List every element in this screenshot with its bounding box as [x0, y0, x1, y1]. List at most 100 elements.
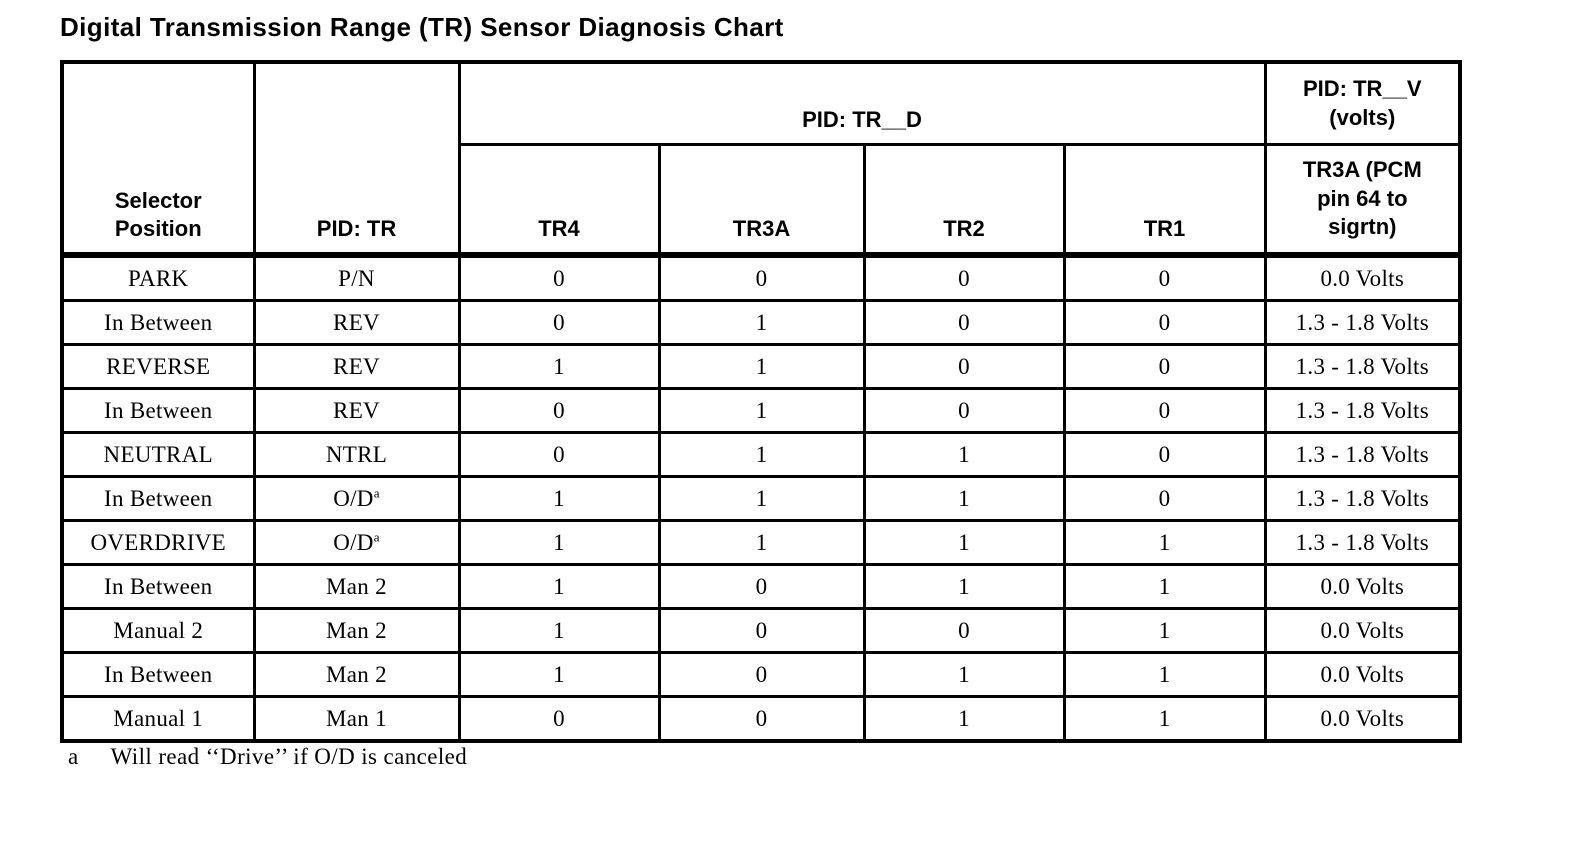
- cell-tr2: 1: [862, 563, 1066, 610]
- cell-tr4: 0: [457, 431, 661, 478]
- footnote-reference: a: [373, 484, 380, 500]
- col-header-tr3a-pcm-label: TR3A (PCM pin 64 to sigrtn): [1302, 157, 1422, 240]
- cell-tr1: 0: [1062, 299, 1267, 346]
- cell-tr1: 1: [1062, 563, 1267, 610]
- col-header-tr1: TR1: [1062, 143, 1267, 257]
- cell-tr4: 1: [457, 519, 661, 566]
- cell-pid-tr: REV: [252, 387, 461, 434]
- cell-pid-tr: Man 1: [252, 695, 461, 743]
- cell-tr-v-volts: 1.3 - 1.8 Volts: [1263, 387, 1462, 434]
- cell-tr1: 1: [1062, 519, 1267, 566]
- cell-tr4: 1: [457, 563, 661, 610]
- cell-tr4: 1: [457, 651, 661, 698]
- cell-tr2: 0: [862, 252, 1066, 302]
- col-header-pid-tr-label: PID: TR: [316, 216, 397, 242]
- table-row: In Between REV 0 1 0 0 1.3 - 1.8 Volts: [60, 299, 1462, 346]
- col-header-pid-tr: PID: TR: [252, 60, 461, 257]
- footnote: a Will read ‘‘Drive’’ if O/D is canceled: [68, 744, 467, 770]
- cell-tr2: 1: [862, 431, 1066, 478]
- cell-pid-tr: Man 2: [252, 563, 461, 610]
- table-row: Manual 2 Man 2 1 0 0 1 0.0 Volts: [60, 607, 1462, 654]
- col-header-tr1-label: TR1: [1143, 216, 1186, 242]
- cell-tr1: 0: [1062, 343, 1267, 390]
- cell-tr4: 0: [457, 695, 661, 743]
- cell-tr2: 0: [862, 387, 1066, 434]
- cell-tr3a: 1: [657, 387, 866, 434]
- cell-tr2: 1: [862, 475, 1066, 522]
- cell-tr4: 1: [457, 343, 661, 390]
- table-row: In Between Man 2 1 0 1 1 0.0 Volts: [60, 563, 1462, 610]
- cell-tr-v-volts: 1.3 - 1.8 Volts: [1263, 519, 1462, 566]
- col-header-tr3a: TR3A: [657, 143, 866, 257]
- col-header-pid-tr-v-label: PID: TR__V (volts): [1303, 75, 1422, 130]
- cell-selector-position: OVERDRIVE: [60, 519, 256, 566]
- cell-tr-v-volts: 0.0 Volts: [1263, 252, 1462, 302]
- col-group-header-pid-tr-d-label: PID: TR__D: [802, 107, 922, 133]
- cell-pid-tr: Man 2: [252, 651, 461, 698]
- table-row: NEUTRAL NTRL 0 1 1 0 1.3 - 1.8 Volts: [60, 431, 1462, 478]
- cell-tr2: 1: [862, 651, 1066, 698]
- cell-tr3a: 1: [657, 343, 866, 390]
- cell-tr3a: 0: [657, 252, 866, 302]
- table-row: In Between REV 0 1 0 0 1.3 - 1.8 Volts: [60, 387, 1462, 434]
- cell-pid-tr: REV: [252, 299, 461, 346]
- cell-tr1: 0: [1062, 252, 1267, 302]
- cell-tr4: 1: [457, 607, 661, 654]
- cell-tr3a: 0: [657, 695, 866, 743]
- cell-tr3a: 0: [657, 651, 866, 698]
- col-header-tr2-label: TR2: [943, 216, 985, 242]
- cell-tr3a: 1: [657, 299, 866, 346]
- table-row: In Between Man 2 1 0 1 1 0.0 Volts: [60, 651, 1462, 698]
- cell-selector-position: REVERSE: [60, 343, 256, 390]
- cell-tr-v-volts: 0.0 Volts: [1263, 695, 1462, 743]
- table-row: Manual 1 Man 1 0 0 1 1 0.0 Volts: [60, 695, 1462, 743]
- cell-selector-position: PARK: [60, 252, 256, 302]
- cell-pid-tr: P/N: [252, 252, 461, 302]
- col-header-selector-position-label: Selector Position: [114, 187, 202, 242]
- cell-tr4: 0: [457, 299, 661, 346]
- cell-selector-position: In Between: [60, 475, 256, 522]
- footnote-marker: a: [68, 744, 79, 769]
- cell-pid-tr: REV: [252, 343, 461, 390]
- cell-tr4: 0: [457, 252, 661, 302]
- cell-tr-v-volts: 0.0 Volts: [1263, 651, 1462, 698]
- header-row-group: Selector Position PID: TR PID: TR__D PID…: [60, 60, 1462, 257]
- table-row: OVERDRIVE O/Da 1 1 1 1 1.3 - 1.8 Volts: [60, 519, 1462, 566]
- cell-tr1: 0: [1062, 431, 1267, 478]
- page-title: Digital Transmission Range (TR) Sensor D…: [60, 12, 784, 42]
- cell-pid-tr: Man 2: [252, 607, 461, 654]
- cell-tr1: 1: [1062, 651, 1267, 698]
- table-row: In Between O/Da 1 1 1 0 1.3 - 1.8 Volts: [60, 475, 1462, 522]
- cell-tr-v-volts: 1.3 - 1.8 Volts: [1263, 475, 1462, 522]
- cell-tr2: 0: [862, 299, 1066, 346]
- cell-tr3a: 0: [657, 607, 866, 654]
- cell-tr-v-volts: 1.3 - 1.8 Volts: [1263, 431, 1462, 478]
- cell-pid-tr: O/Da: [252, 475, 461, 522]
- col-header-tr4-label: TR4: [538, 216, 580, 242]
- cell-tr2: 0: [862, 607, 1066, 654]
- cell-tr1: 0: [1062, 387, 1267, 434]
- header-row-sub: TR4 TR3A TR2 TR1 TR3A (PCM pin 64 to sig…: [62, 143, 1462, 257]
- col-header-tr3a-pcm: TR3A (PCM pin 64 to sigrtn): [1263, 143, 1462, 257]
- cell-selector-position: In Between: [60, 563, 256, 610]
- cell-tr4: 1: [457, 475, 661, 522]
- cell-selector-position: Manual 1: [60, 695, 256, 743]
- cell-pid-tr: NTRL: [252, 431, 461, 478]
- cell-tr1: 0: [1062, 475, 1267, 522]
- cell-selector-position: NEUTRAL: [60, 431, 256, 478]
- cell-tr-v-volts: 1.3 - 1.8 Volts: [1263, 343, 1462, 390]
- col-header-pid-tr-v: PID: TR__V (volts): [1263, 60, 1462, 146]
- cell-tr1: 1: [1062, 695, 1267, 743]
- col-header-tr3a-label: TR3A: [732, 216, 791, 242]
- cell-tr3a: 1: [657, 431, 866, 478]
- cell-pid-tr: O/Da: [252, 519, 461, 566]
- col-header-selector-position: Selector Position: [60, 60, 256, 257]
- cell-tr-v-volts: 1.3 - 1.8 Volts: [1263, 299, 1462, 346]
- cell-selector-position: In Between: [60, 387, 256, 434]
- cell-tr3a: 1: [657, 519, 866, 566]
- cell-selector-position: Manual 2: [60, 607, 256, 654]
- table-row: REVERSE REV 1 1 0 0 1.3 - 1.8 Volts: [60, 343, 1462, 390]
- cell-tr1: 1: [1062, 607, 1267, 654]
- footnote-reference: a: [373, 528, 380, 544]
